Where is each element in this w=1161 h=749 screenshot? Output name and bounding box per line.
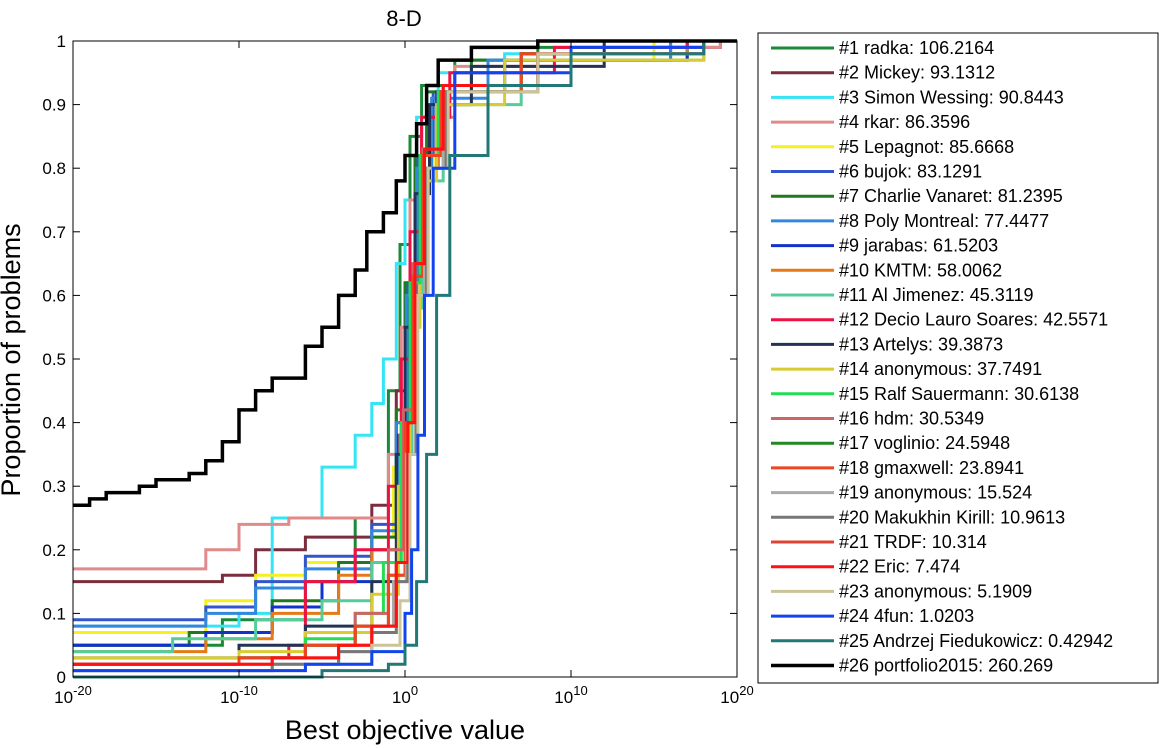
x-tick-label: 1020: [720, 683, 753, 707]
x-tick-label: 10-20: [54, 683, 92, 707]
legend-label: #21 TRDF: 10.314: [839, 532, 987, 552]
legend-label: #12 Decio Lauro Soares: 42.5571: [839, 310, 1108, 330]
legend-label: #11 Al Jimenez: 45.3119: [839, 285, 1033, 305]
legend-label: #6 bujok: 83.1291: [839, 162, 982, 182]
legend-item: #1 radka: 106.2164: [771, 38, 994, 58]
x-tick-label: 10-10: [220, 683, 258, 707]
legend-item: #10 KMTM: 58.0062: [771, 260, 1002, 280]
legend-item: #19 anonymous: 15.524: [771, 483, 1032, 503]
legend-label: #7 Charlie Vanaret: 81.2395: [839, 186, 1063, 206]
legend: #1 radka: 106.2164 #2 Mickey: 93.1312 #3 S…: [771, 38, 1113, 676]
y-axis: 0 0.1 0.2 0.3 0.4 0.5 0.6 0.7 0.8 0.9 1: [42, 32, 737, 687]
legend-label: #8 Poly Montreal: 77.4477: [839, 211, 1049, 231]
legend-label: #17 voglinio: 24.5948: [839, 433, 1010, 453]
x-axis-title: Best objective value: [285, 715, 525, 745]
legend-item: #14 anonymous: 37.7491: [771, 359, 1042, 379]
legend-label: #13 Artelys: 39.3873: [839, 334, 1003, 354]
x-axis: 10-20 10-10 100 1010 1020: [54, 41, 754, 707]
y-tick-label: 0.5: [42, 350, 66, 369]
legend-item: #26 portfolio2015: 260.269: [771, 656, 1053, 676]
legend-item: #4 rkar: 86.3596: [771, 112, 970, 132]
legend-label: #1 radka: 106.2164: [839, 38, 994, 58]
legend-label: #20 Makukhin Kirill: 10.9613: [839, 507, 1065, 527]
legend-label: #5 Lepagnot: 85.6668: [839, 137, 1014, 157]
legend-item: #9 jarabas: 61.5203: [771, 236, 998, 256]
series-line-12: [73, 41, 689, 666]
series-line-9: [73, 41, 689, 647]
legend-item: #23 anonymous: 5.1909: [771, 581, 1032, 601]
y-tick-label: 0.7: [42, 223, 66, 242]
legend-label: #3 Simon Wessing: 90.8443: [839, 87, 1064, 107]
legend-label: #23 anonymous: 5.1909: [839, 581, 1032, 601]
y-tick-label: 0.1: [42, 604, 66, 623]
series-line-7: [73, 41, 689, 647]
legend-item: #3 Simon Wessing: 90.8443: [771, 87, 1064, 107]
series-line-25: [73, 41, 706, 679]
legend-item: #6 bujok: 83.1291: [771, 162, 982, 182]
legend-item: #12 Decio Lauro Soares: 42.5571: [771, 310, 1108, 330]
series-line-8: [73, 41, 673, 628]
series-line-16: [73, 41, 706, 666]
legend-item: #21 TRDF: 10.314: [771, 532, 987, 552]
legend-label: #14 anonymous: 37.7491: [839, 359, 1042, 379]
y-tick-label: 1: [57, 32, 66, 51]
legend-label: #4 rkar: 86.3596: [839, 112, 970, 132]
legend-item: #11 Al Jimenez: 45.3119: [771, 285, 1033, 305]
legend-label: #9 jarabas: 61.5203: [839, 236, 998, 256]
y-tick-label: 0: [57, 668, 66, 687]
legend-label: #22 Eric: 7.474: [839, 557, 960, 577]
legend-item: #18 gmaxwell: 23.8941: [771, 458, 1024, 478]
y-axis-title: Proportion of problems: [0, 223, 26, 496]
legend-item: #15 Ralf Sauermann: 30.6138: [771, 384, 1079, 404]
legend-item: #16 hdm: 30.5349: [771, 409, 984, 429]
x-tick-label: 100: [392, 683, 418, 707]
chart-title: 8-D: [386, 6, 421, 31]
legend-label: #26 portfolio2015: 260.269: [839, 656, 1053, 676]
legend-label: #16 hdm: 30.5349: [839, 409, 984, 429]
legend-label: #24 4fun: 1.0203: [839, 606, 974, 626]
plot-lines: [73, 39, 737, 679]
y-tick-label: 0.9: [42, 96, 66, 115]
y-tick-label: 0.3: [42, 477, 66, 496]
legend-item: #13 Artelys: 39.3873: [771, 334, 1003, 354]
legend-label: #25 Andrzej Fiedukowicz: 0.42942: [839, 631, 1113, 651]
legend-label: #10 KMTM: 58.0062: [839, 260, 1002, 280]
legend-item: #7 Charlie Vanaret: 81.2395: [771, 186, 1063, 206]
series-line-10: [73, 41, 689, 654]
series-line-5: [73, 41, 656, 634]
legend-label: #18 gmaxwell: 23.8941: [839, 458, 1024, 478]
x-tick-label: 1010: [554, 683, 587, 707]
legend-item: #8 Poly Montreal: 77.4477: [771, 211, 1049, 231]
legend-item: #25 Andrzej Fiedukowicz: 0.42942: [771, 631, 1113, 651]
legend-box: [757, 32, 1159, 684]
legend-item: #17 voglinio: 24.5948: [771, 433, 1010, 453]
legend-item: #22 Eric: 7.474: [771, 557, 960, 577]
legend-label: #2 Mickey: 93.1312: [839, 63, 995, 83]
y-tick-label: 0.8: [42, 159, 66, 178]
legend-item: #2 Mickey: 93.1312: [771, 63, 995, 83]
legend-label: #19 anonymous: 15.524: [839, 483, 1032, 503]
series-line-26: [73, 39, 737, 508]
legend-item: #24 4fun: 1.0203: [771, 606, 974, 626]
y-tick-label: 0.2: [42, 541, 66, 560]
y-tick-label: 0.4: [42, 414, 66, 433]
legend-item: #5 Lepagnot: 85.6668: [771, 137, 1014, 157]
y-tick-label: 0.6: [42, 286, 66, 305]
legend-label: #15 Ralf Sauermann: 30.6138: [839, 384, 1079, 404]
legend-item: #20 Makukhin Kirill: 10.9613: [771, 507, 1065, 527]
series-line-24: [73, 41, 706, 673]
